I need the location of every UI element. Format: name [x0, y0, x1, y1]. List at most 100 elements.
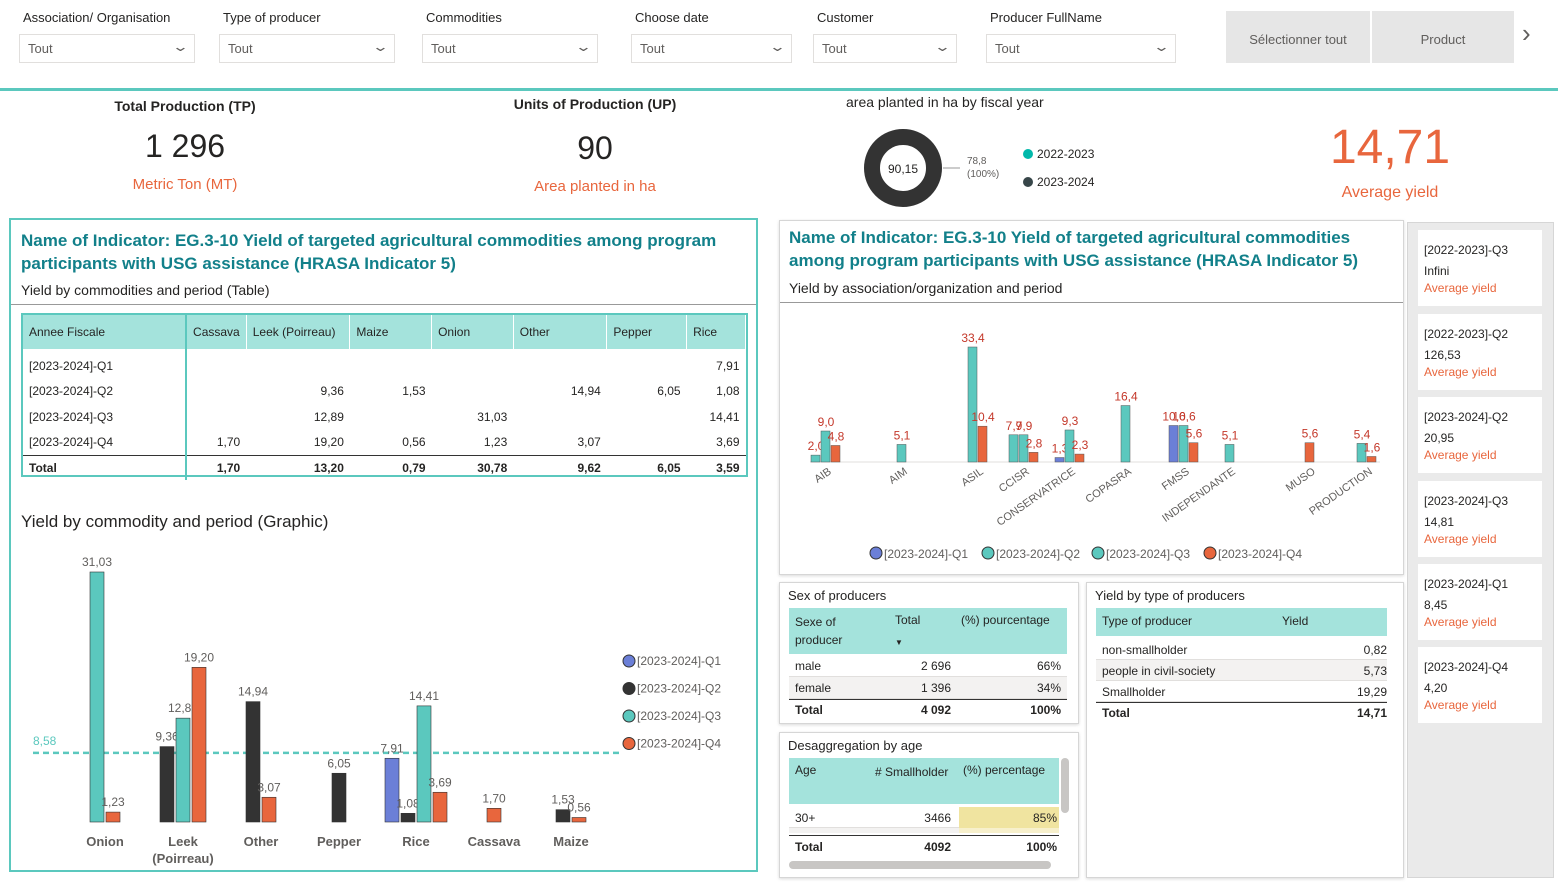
chart-bar [175, 717, 191, 823]
type-header-type: Type of producer [1102, 614, 1193, 628]
chevron-down-icon: ⌄ [933, 39, 952, 54]
filter-value: Tout [640, 41, 665, 56]
filter-value: Tout [431, 41, 456, 56]
table-header-cell: Other [513, 315, 608, 349]
table-total-cell: 14,71 [1356, 706, 1387, 720]
table-header-cell: Onion [431, 315, 514, 349]
table-cell: non-smallholder [1102, 643, 1188, 657]
table-header-cell: Leek (Poirreau) [246, 315, 351, 349]
product-button[interactable]: Product [1372, 11, 1514, 63]
donut-pct-label: (100%) [967, 169, 999, 180]
chart-data-label: 0,56 [567, 800, 591, 814]
table-cell: 0,56 [402, 435, 426, 449]
left-card-title: Name of Indicator: EG.3-10 Yield of targ… [21, 231, 717, 273]
filter-dropdown[interactable]: Tout ⌄ [986, 34, 1176, 63]
chart-data-label: 9,0 [818, 415, 835, 429]
type-table-header: Type of producer Yield [1096, 608, 1387, 636]
table-cell [607, 404, 687, 430]
chart-data-label: 3,07 [257, 780, 281, 794]
period-card-value: 8,45 [1424, 598, 1448, 612]
table-cell: 7,91 [716, 358, 740, 373]
legend-marker [622, 709, 636, 723]
chart-category-label: PRODUCTION [1307, 466, 1375, 518]
table-total-cell: Total [795, 703, 823, 717]
chart-bar [1120, 405, 1131, 463]
age-total-label: Total [795, 840, 823, 854]
chart-data-label: 10,6 [1162, 410, 1186, 424]
chart-bar [331, 772, 347, 823]
tp-title: Total Production (TP) [114, 98, 256, 114]
table-cell: 3466 [924, 811, 951, 825]
right-card-divider [780, 302, 1403, 303]
period-card[interactable]: [2023-2024]-Q4 4,20 Average yield [1418, 647, 1542, 723]
table-total-cell: 1,70 [216, 460, 241, 475]
period-card-label: Average yield [1424, 365, 1497, 379]
filter-dropdown[interactable]: Tout ⌄ [422, 34, 598, 63]
age-header-pct: (%) percentage [963, 763, 1046, 777]
filter-label: Commodities [426, 10, 502, 25]
chart-category-label: Pepper [317, 834, 361, 849]
period-card[interactable]: [2022-2023]-Q3 Infini Average yield [1418, 230, 1542, 306]
legend-dot-2022 [1023, 149, 1033, 159]
chart-data-label: 1,6 [1364, 440, 1381, 454]
chart-category-label: (Poirreau) [152, 851, 213, 866]
sex-header-pct: (%) pourcentage [961, 613, 1050, 627]
table-row: non-smallholder 0,82 [1096, 639, 1387, 660]
legend-marker [1091, 546, 1105, 560]
table-total-cell: Total [1102, 706, 1130, 720]
sort-desc-icon[interactable]: ▼ [895, 638, 903, 647]
legend-label: [2023-2024]-Q1 [637, 654, 721, 668]
chart-data-label: 5,4 [1354, 427, 1371, 441]
legend-marker [981, 546, 995, 560]
table-cell: 0,82 [1363, 643, 1387, 657]
chart-bar [830, 445, 841, 463]
chart-category-label: CONSERVATRICE [995, 466, 1078, 529]
chart-data-label: 1,3 [1052, 442, 1069, 456]
filter-dropdown[interactable]: Tout ⌄ [813, 34, 957, 63]
chart-data-label: 14,41 [409, 689, 439, 703]
select-all-button[interactable]: Sélectionner tout [1226, 11, 1370, 63]
chevron-down-icon: ⌄ [371, 39, 390, 54]
table-row: 30+ 3466 85% [789, 807, 1059, 828]
filter-label: Type of producer [223, 10, 321, 25]
chart-category-label: AIM [887, 466, 910, 487]
age-horizontal-scrollbar[interactable] [789, 861, 1051, 869]
chart-data-label: 2,8 [1026, 436, 1043, 450]
period-card[interactable]: [2022-2023]-Q2 126,53 Average yield [1418, 314, 1542, 390]
chart-bar [1168, 425, 1179, 463]
table-row: [2023-2024]-Q1 7,91 [23, 353, 746, 379]
table-cell [432, 379, 514, 405]
chart-bar [1178, 425, 1189, 463]
table-cell: 3,69 [716, 435, 740, 449]
period-card[interactable]: [2023-2024]-Q2 20,95 Average yield [1418, 397, 1542, 473]
chart-bar [1366, 456, 1377, 463]
chart-bar [400, 812, 416, 823]
table-cell [350, 404, 432, 430]
up-value: 90 [577, 130, 613, 166]
chart-data-label: 6,05 [327, 756, 351, 770]
chart-category-label: FMSS [1160, 466, 1192, 493]
type-header-yield: Yield [1282, 614, 1309, 628]
legend-marker [622, 682, 636, 695]
next-page-icon[interactable]: › [1522, 18, 1531, 48]
chart-data-label: 5,6 [1186, 427, 1203, 441]
filter-dropdown[interactable]: Tout ⌄ [631, 34, 792, 63]
filter-dropdown[interactable]: Tout ⌄ [219, 34, 395, 63]
filter-dropdown[interactable]: Tout ⌄ [19, 34, 195, 63]
table-cell: 12,89 [313, 409, 344, 424]
chart-bar [89, 571, 105, 823]
period-card[interactable]: [2023-2024]-Q3 14,81 Average yield [1418, 481, 1542, 557]
chart-category-label: MUSO [1284, 465, 1318, 494]
chart-data-label: 12,89 [168, 701, 198, 715]
chart-data-label: 5,1 [1222, 428, 1239, 442]
chart-category-label: Maize [553, 834, 588, 849]
donut-chart: 90,15 78,8 (100%) 2022-2023 2023-2024 [864, 129, 1095, 207]
legend-marker [1203, 546, 1217, 560]
age-total-count: 4092 [924, 840, 951, 854]
period-card[interactable]: [2023-2024]-Q1 8,45 Average yield [1418, 564, 1542, 640]
age-table-rows: 30+ 3466 85% 15-29 625 15% [789, 807, 1059, 833]
donut-legend-2022: 2022-2023 [1037, 147, 1095, 161]
table-total-cell: 100% [1030, 703, 1061, 717]
age-vertical-scrollbar[interactable] [1061, 758, 1069, 813]
type-table-title: Yield by type of producers [1095, 588, 1245, 603]
